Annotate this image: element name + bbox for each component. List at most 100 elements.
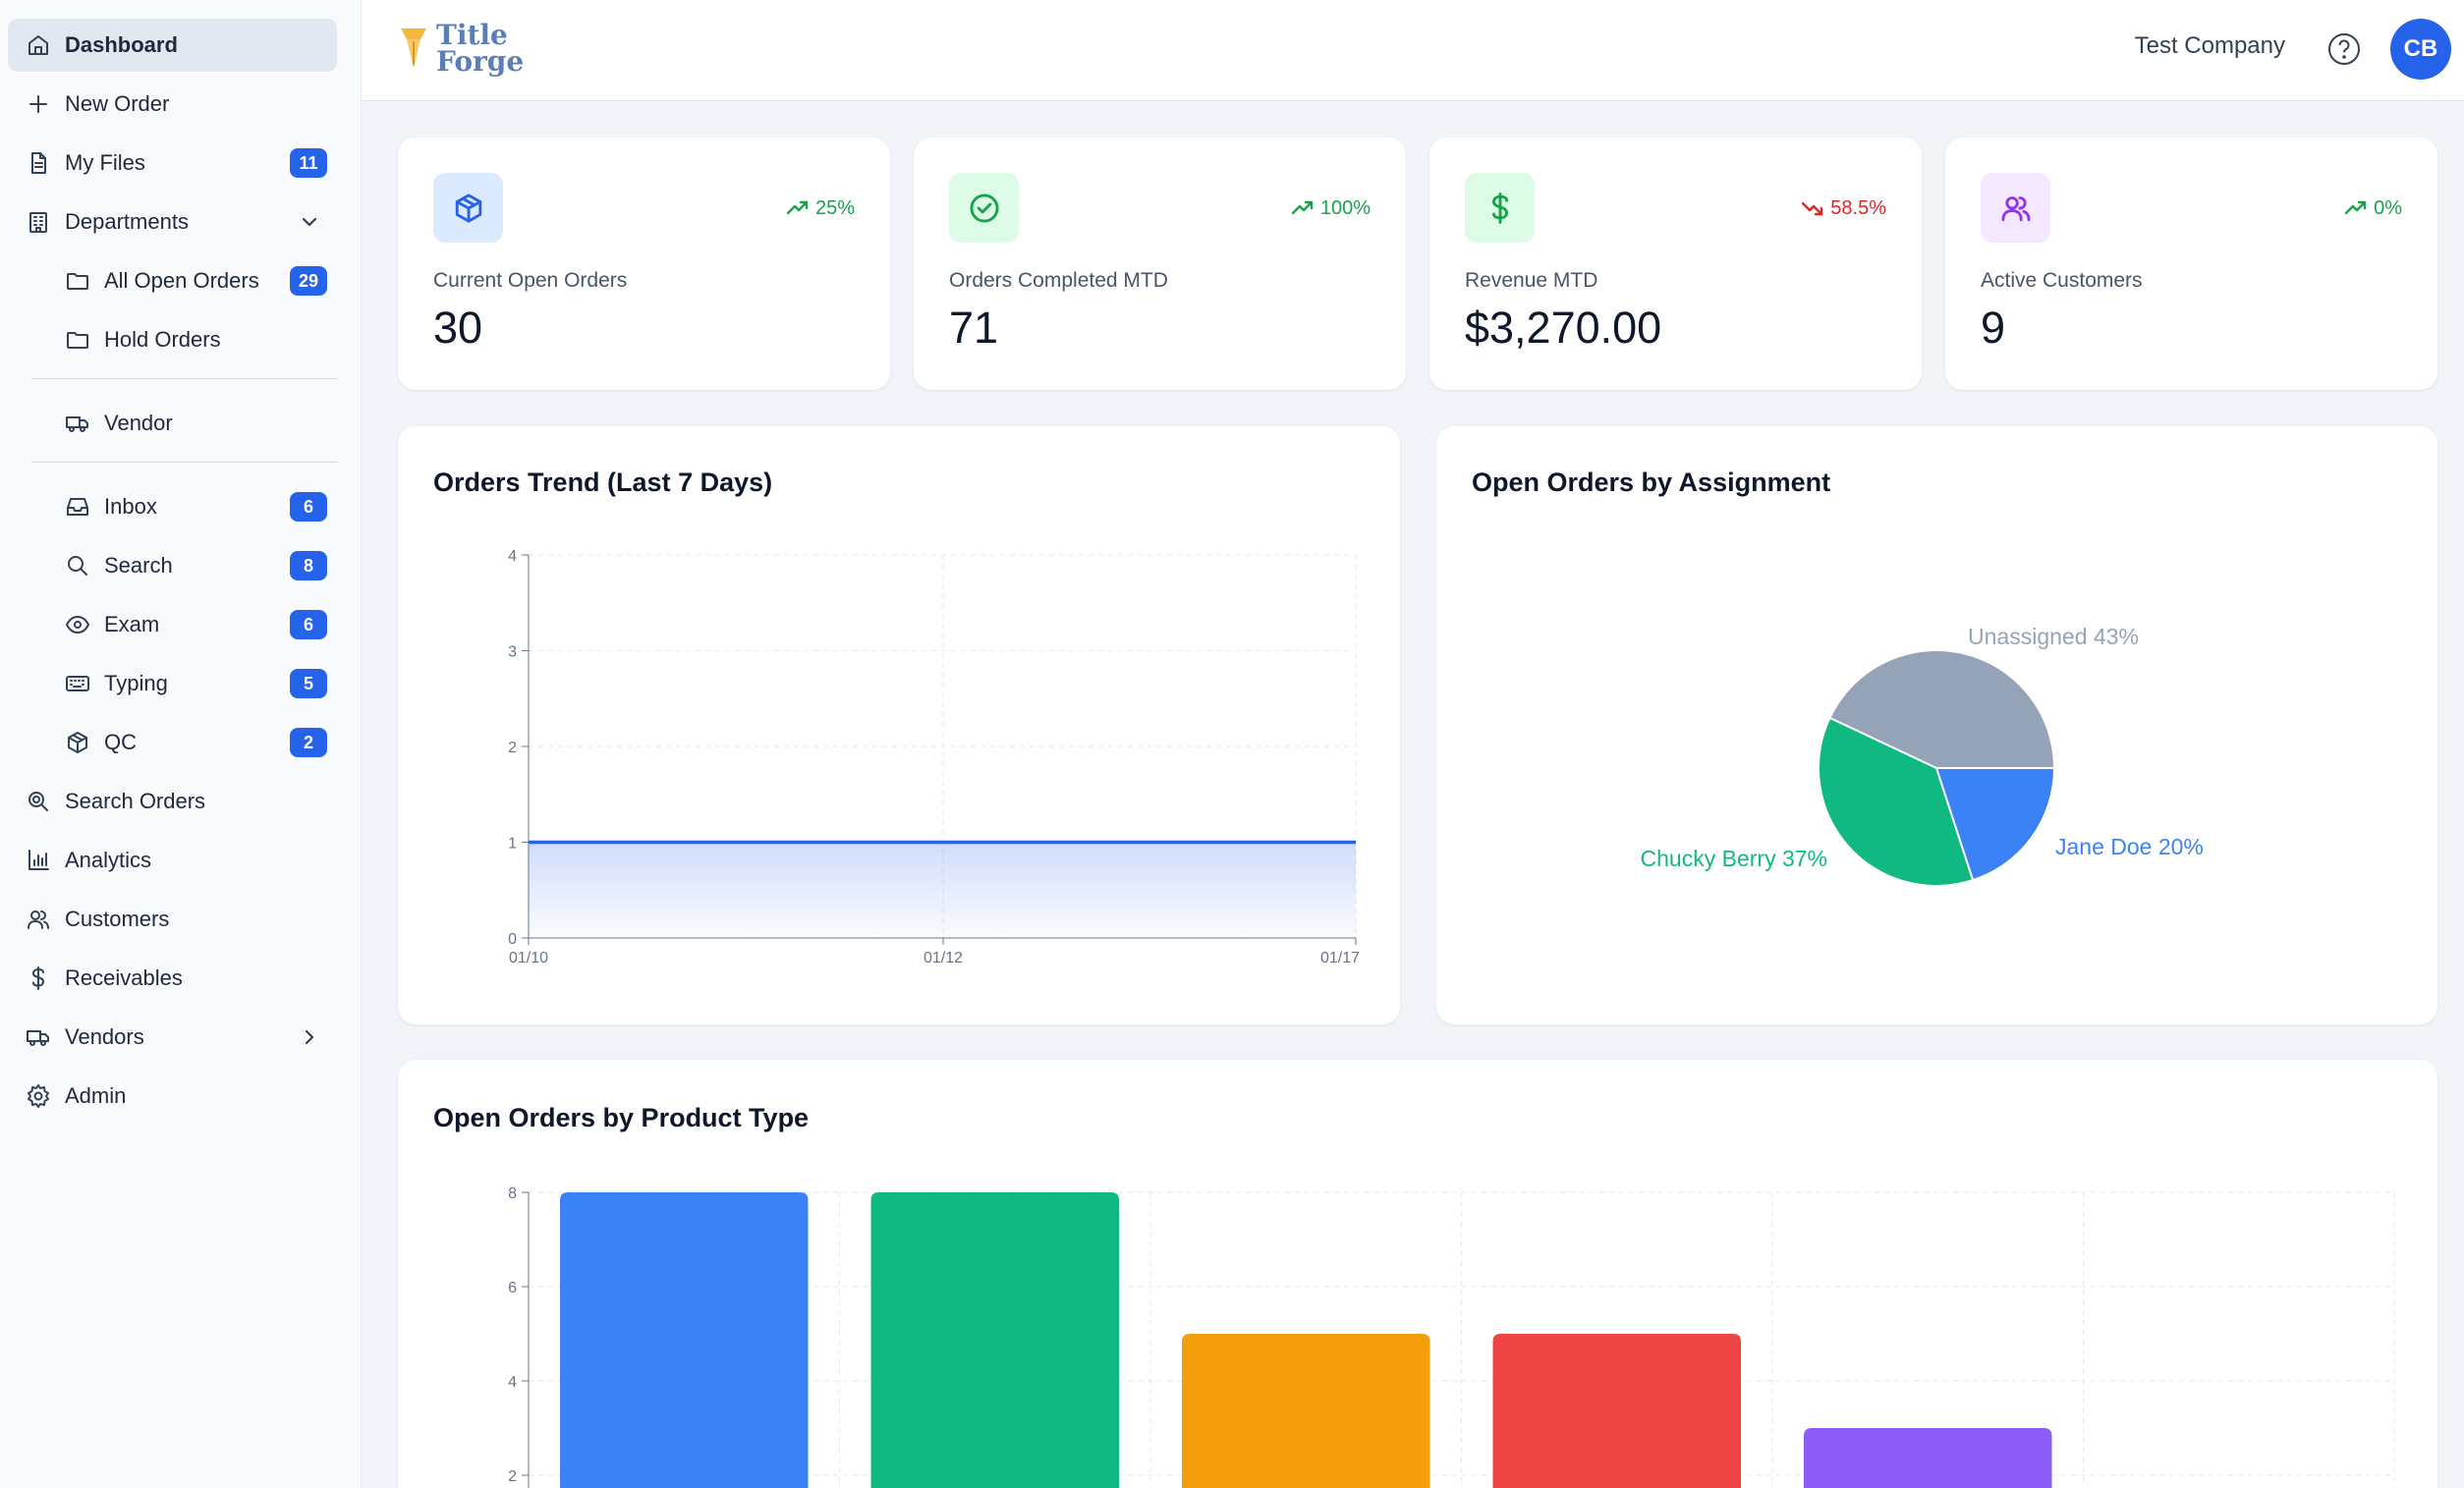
sidebar-item-hold-orders[interactable]: Hold Orders [8,313,337,366]
bar [1182,1334,1430,1488]
sidebar-item-analytics[interactable]: Analytics [8,834,337,887]
pie-slice-label: Chucky Berry 37% [1641,846,1827,871]
stat-change-value: 25% [814,196,855,219]
chevron-down-icon[interactable] [298,210,321,234]
logo-subtitle: Forge [436,45,525,78]
keyboard-icon [65,671,90,696]
sidebar-item-all-open-orders[interactable]: All Open Orders 29 [8,254,337,307]
sidebar: Dashboard New Order My Files 11 Departments A… [0,0,362,1488]
sidebar-item-typing[interactable]: Typing 5 [8,657,337,710]
y-tick-label: 8 [508,1185,517,1202]
count-badge: 29 [290,266,327,296]
sidebar-item-inbox[interactable]: Inbox 6 [8,480,337,533]
y-tick-label: 1 [508,836,517,853]
file-icon [26,150,51,176]
y-tick-label: 3 [508,644,517,661]
stat-change: 58.5% [1801,196,1886,220]
stat-label: Current Open Orders [433,269,628,292]
sidebar-item-label: Dashboard [65,32,178,57]
stat-card: 100% Orders Completed MTD 71 [914,138,1406,390]
sidebar-item-receivables[interactable]: Receivables [8,952,337,1005]
trend-area [529,842,1356,938]
chevron-right-icon[interactable] [298,1025,321,1049]
sidebar-item-label: Receivables [65,965,183,990]
stat-value: 71 [949,303,999,353]
bar [1492,1334,1741,1488]
sidebar-item-label: Inbox [104,494,157,519]
pie-slice [1818,716,1975,887]
count-badge: 5 [290,669,327,698]
sidebar-item-label: Customers [65,907,170,931]
x-tick-label: 01/17 [1320,950,1360,966]
pie-slice-label: Unassigned 43% [1968,624,2139,649]
company-name[interactable]: Test Company [2134,32,2285,59]
count-badge: 2 [290,728,327,757]
sidebar-item-qc[interactable]: QC 2 [8,716,337,769]
stat-change-value: 0% [2374,196,2402,219]
sidebar-item-departments[interactable]: Departments [8,195,337,248]
sidebar-item-dashboard[interactable]: Dashboard [8,19,337,72]
product-type-card: Open Orders by Product Type 2 4 6 8 [398,1060,2437,1488]
assignment-pie-title: Open Orders by Assignment [1472,468,1831,497]
sidebar-item-vendors[interactable]: Vendors [8,1011,337,1064]
building-icon [26,209,51,235]
sidebar-item-label: Search [104,553,173,578]
product-type-bar-chart: 2 4 6 8 [508,1185,2395,1488]
plus-icon [26,91,51,117]
sidebar-item-label: Search Orders [65,789,206,813]
sidebar-item-new-order[interactable]: New Order [8,78,337,131]
sidebar-item-label: My Files [65,150,145,175]
stat-label: Orders Completed MTD [949,269,1168,292]
stat-card: 25% Current Open Orders 30 [398,138,890,390]
home-icon [26,32,51,58]
sidebar-item-admin[interactable]: Admin [8,1070,337,1123]
stat-change: 25% [786,196,855,220]
sidebar-item-label: Analytics [65,848,152,872]
sidebar-item-customers[interactable]: Customers [8,893,337,946]
check-circle-icon [949,173,1019,243]
sidebar-divider [31,462,337,463]
bar [870,1192,1119,1488]
sidebar-item-label: Admin [65,1083,127,1108]
truck-icon [26,1024,51,1050]
y-tick-label: 2 [508,1468,517,1485]
pie-slice-label: Jane Doe 20% [2055,834,2204,859]
sidebar-item-vendor[interactable]: Vendor [8,397,337,450]
assignment-pie-card: Open Orders by Assignment Unassigned 43%… [1436,426,2437,1024]
eye-icon [65,612,90,637]
sidebar-item-label: Typing [104,671,168,695]
count-badge: 8 [290,551,327,580]
app-logo[interactable]: Title Forge [399,19,525,78]
sidebar-item-label: QC [104,730,137,754]
orders-trend-chart: 0 1 2 3 4 01/10 01/12 01/17 [508,548,1360,966]
folder-icon [65,327,90,353]
dollar-icon [1465,173,1535,243]
pen-nib-icon [401,28,426,69]
stat-change-value: 100% [1319,196,1371,219]
stat-value: $3,270.00 [1465,303,1662,353]
trend-up-icon [2344,200,2367,215]
stat-label: Active Customers [1981,269,2143,292]
truck-icon [65,411,90,436]
help-icon[interactable] [2326,31,2362,67]
box-icon [433,173,503,243]
count-badge: 6 [290,610,327,639]
user-avatar[interactable]: CB [2390,19,2451,80]
x-tick-label: 01/10 [509,950,548,966]
trend-down-icon [1802,201,1823,216]
count-badge: 6 [290,492,327,522]
box-icon [65,730,90,755]
logo-title: Title [436,19,508,51]
sidebar-item-my-files[interactable]: My Files 11 [8,137,337,190]
y-tick-label: 0 [508,931,517,948]
y-tick-label: 2 [508,740,517,756]
sidebar-item-search-orders[interactable]: Search Orders [8,775,337,828]
pie-slice [1934,767,2056,882]
stat-value: 9 [1981,303,2006,353]
gear-icon [26,1083,51,1109]
stat-value: 30 [433,303,483,353]
sidebar-divider [31,378,337,379]
sidebar-item-search[interactable]: Search 8 [8,539,337,592]
sidebar-item-exam[interactable]: Exam 6 [8,598,337,651]
y-tick-label: 6 [508,1280,517,1296]
